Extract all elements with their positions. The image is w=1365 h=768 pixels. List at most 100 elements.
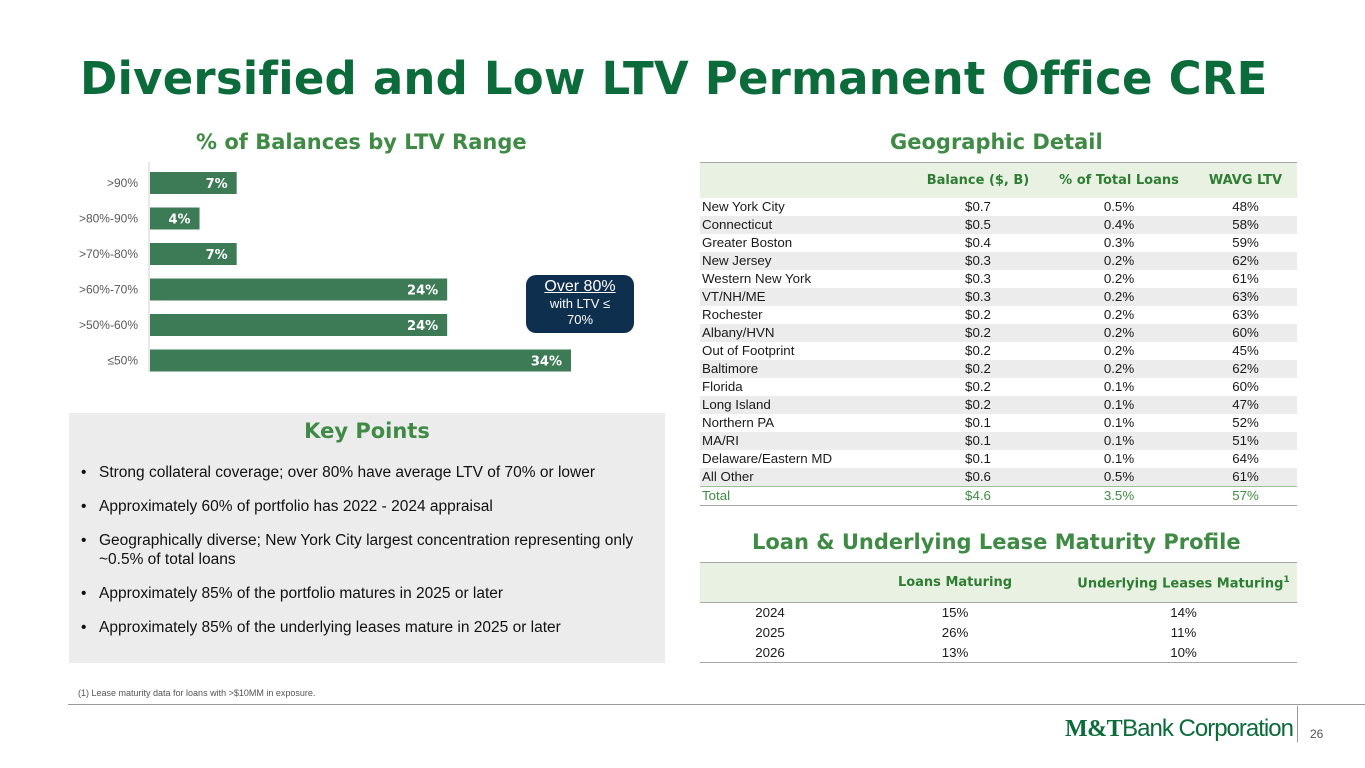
page-title: Diversified and Low LTV Permanent Office… xyxy=(80,52,1268,105)
table-row: 2025 26% 11% xyxy=(700,623,1297,643)
balance-cell: $0.1 xyxy=(912,431,1044,450)
footnote-marker: 1 xyxy=(1283,575,1290,586)
wavg-ltv-cell: 60% xyxy=(1194,323,1297,342)
value-label: 7% xyxy=(206,248,228,263)
pct-total-cell: 0.5% xyxy=(1044,467,1194,486)
table-row: New York City $0.7 0.5% 48% xyxy=(700,198,1297,216)
wavg-ltv-cell: 52% xyxy=(1232,414,1259,430)
wavg-ltv-cell: 48% xyxy=(1232,198,1259,214)
value-label: 24% xyxy=(407,319,438,334)
wavg-ltv-cell: 62% xyxy=(1194,251,1297,270)
wavg-ltv-cell: 58% xyxy=(1194,215,1297,234)
table-row: Western New York $0.3 0.2% 61% xyxy=(700,270,1297,288)
callout-headline: Over 80% xyxy=(544,278,616,295)
region-cell: VT/NH/ME xyxy=(700,287,912,306)
value-label: 7% xyxy=(206,177,228,192)
region-cell: Greater Boston xyxy=(702,234,793,250)
bar xyxy=(150,172,237,194)
table-row: All Other $0.6 0.5% 61% xyxy=(700,467,1297,486)
region-cell: Northern PA xyxy=(702,414,775,430)
pct-total-cell: 0.2% xyxy=(1044,359,1194,378)
wavg-ltv-cell: 62% xyxy=(1194,359,1297,378)
balance-cell: $0.1 xyxy=(965,450,991,466)
leases-header-text: Underlying Leases Maturing xyxy=(1077,576,1284,592)
wavg-ltv-cell: 63% xyxy=(1194,287,1297,306)
total-row: Total $4.6 3.5% 57% xyxy=(700,485,1297,506)
pct-total-cell: 0.2% xyxy=(1103,270,1135,286)
col-header-year xyxy=(700,562,840,603)
bar xyxy=(150,349,571,372)
company-logo: M&TBank Corporation xyxy=(1065,715,1294,743)
footer-divider xyxy=(68,704,1365,705)
logo-mark: M&T xyxy=(1065,716,1123,742)
region-cell: Out of Footprint xyxy=(702,342,795,358)
geographic-detail-title: Geographic Detail xyxy=(890,130,1103,154)
table-row: Connecticut $0.5 0.4% 58% xyxy=(700,215,1297,234)
key-points-list: Strong collateral coverage; over 80% hav… xyxy=(69,463,665,637)
key-point: Geographically diverse; New York City la… xyxy=(81,531,655,569)
pct-total-cell: 0.1% xyxy=(1103,378,1135,394)
total-region-cell: Total xyxy=(700,485,912,506)
table-header-row: Loans Maturing Underlying Leases Maturin… xyxy=(700,562,1297,603)
balance-cell: $0.1 xyxy=(965,414,991,430)
maturity-profile-title: Loan & Underlying Lease Maturity Profile xyxy=(752,530,1241,554)
category-label: >70%-80% xyxy=(79,247,138,261)
wavg-ltv-cell: 63% xyxy=(1232,306,1259,322)
pct-total-cell: 0.5% xyxy=(1103,198,1135,214)
category-label: >50%-60% xyxy=(79,318,138,332)
bar xyxy=(150,278,448,301)
wavg-ltv-cell: 64% xyxy=(1232,450,1259,466)
key-point: Approximately 85% of the underlying leas… xyxy=(81,618,655,637)
leases-maturing-cell: 10% xyxy=(1070,642,1297,663)
wavg-ltv-cell: 61% xyxy=(1194,467,1297,486)
table-row: Northern PA $0.1 0.1% 52% xyxy=(700,414,1297,432)
region-cell: Albany/HVN xyxy=(700,323,912,342)
pct-total-cell: 0.1% xyxy=(1103,414,1135,430)
pct-total-cell: 0.2% xyxy=(1044,251,1194,270)
balance-cell: $0.5 xyxy=(912,215,1044,234)
geographic-detail-table: Balance ($, B) % of Total Loans WAVG LTV… xyxy=(700,162,1297,506)
balance-cell: $0.2 xyxy=(912,359,1044,378)
table-row: VT/NH/ME $0.3 0.2% 63% xyxy=(700,287,1297,306)
table-row: MA/RI $0.1 0.1% 51% xyxy=(700,431,1297,450)
category-label: >60%-70% xyxy=(79,283,138,297)
col-header-leases-maturing: Underlying Leases Maturing1 xyxy=(1070,562,1297,603)
total-pct-total-cell: 3.5% xyxy=(1044,485,1194,506)
year-cell: 2024 xyxy=(755,605,785,621)
loans-maturing-cell: 13% xyxy=(840,642,1070,663)
value-label: 24% xyxy=(407,284,438,299)
balance-cell: $0.3 xyxy=(912,287,1044,306)
table-header-row: Balance ($, B) % of Total Loans WAVG LTV xyxy=(700,162,1297,198)
region-cell: All Other xyxy=(700,467,912,486)
ltv-callout: Over 80% with LTV ≤ 70% xyxy=(526,275,634,333)
wavg-ltv-cell: 47% xyxy=(1194,395,1297,414)
region-cell: Connecticut xyxy=(700,215,912,234)
balance-cell: $0.3 xyxy=(912,251,1044,270)
wavg-ltv-cell: 51% xyxy=(1194,431,1297,450)
leases-maturing-cell: 14% xyxy=(1170,605,1197,621)
region-cell: New York City xyxy=(702,198,785,214)
region-cell: Long Island xyxy=(700,395,912,414)
footer-separator xyxy=(1297,706,1298,742)
balance-cell: $0.2 xyxy=(965,306,991,322)
pct-total-cell: 0.3% xyxy=(1103,234,1135,250)
region-cell: Baltimore xyxy=(700,359,912,378)
wavg-ltv-cell: 61% xyxy=(1232,270,1259,286)
balance-cell: $0.2 xyxy=(965,342,991,358)
table-row: Long Island $0.2 0.1% 47% xyxy=(700,395,1297,414)
value-label: 4% xyxy=(168,213,190,228)
col-header-loans-maturing: Loans Maturing xyxy=(840,562,1070,603)
key-points-panel: Key Points Strong collateral coverage; o… xyxy=(69,413,665,663)
balance-cell: $0.2 xyxy=(965,378,991,394)
pct-total-cell: 0.4% xyxy=(1044,215,1194,234)
bar xyxy=(150,207,200,230)
col-header-balance: Balance ($, B) xyxy=(912,162,1044,198)
bar xyxy=(150,243,237,265)
key-point: Approximately 85% of the portfolio matur… xyxy=(81,584,655,603)
region-cell: Western New York xyxy=(702,270,812,286)
pct-total-cell: 0.2% xyxy=(1103,342,1135,358)
key-point: Approximately 60% of portfolio has 2022 … xyxy=(81,497,655,516)
logo-wordmark: Bank Corporation xyxy=(1122,715,1294,742)
table-row: New Jersey $0.3 0.2% 62% xyxy=(700,251,1297,270)
category-label: >80%-90% xyxy=(79,212,138,226)
